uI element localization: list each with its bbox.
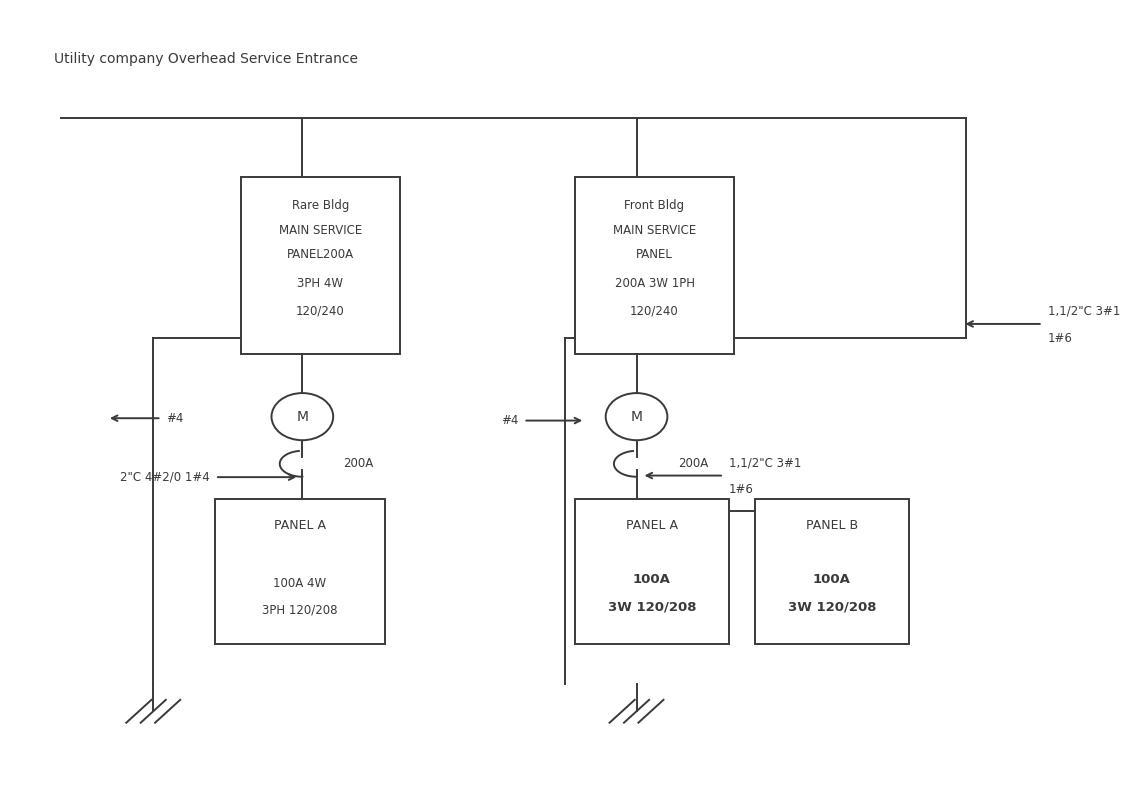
Text: PANEL A: PANEL A [626, 518, 678, 532]
Text: 200A: 200A [343, 457, 374, 470]
Text: 3PH 120/208: 3PH 120/208 [263, 603, 338, 616]
Text: #4: #4 [500, 414, 518, 427]
Bar [755, 499, 909, 645]
Text: 1#6: 1#6 [1048, 332, 1073, 345]
Text: 200A 3W 1PH: 200A 3W 1PH [615, 276, 695, 290]
Bar [215, 499, 385, 645]
Text: 1,1/2"C 3#1: 1,1/2"C 3#1 [729, 457, 801, 469]
Text: 2"C 4#2/0 1#4: 2"C 4#2/0 1#4 [120, 471, 210, 484]
Bar [574, 499, 729, 645]
Text: 1#6: 1#6 [729, 484, 754, 496]
Text: PANEL: PANEL [636, 249, 673, 261]
Text: 3W 120/208: 3W 120/208 [788, 600, 876, 613]
Text: MAIN SERVICE: MAIN SERVICE [613, 224, 696, 237]
Text: 100A: 100A [813, 572, 850, 586]
Text: Front Bldg: Front Bldg [625, 198, 684, 212]
Bar [240, 177, 401, 354]
Text: Rare Bldg: Rare Bldg [292, 198, 349, 212]
Text: PANEL200A: PANEL200A [287, 249, 353, 261]
Circle shape [606, 393, 668, 440]
Circle shape [272, 393, 333, 440]
Text: 120/240: 120/240 [296, 305, 344, 318]
Text: MAIN SERVICE: MAIN SERVICE [278, 224, 362, 237]
Text: 1,1/2"C 3#1: 1,1/2"C 3#1 [1048, 305, 1120, 318]
Text: 3W 120/208: 3W 120/208 [608, 600, 697, 613]
Text: M: M [296, 410, 309, 424]
Text: M: M [631, 410, 643, 424]
Text: PANEL B: PANEL B [806, 518, 858, 532]
Text: 120/240: 120/240 [631, 305, 679, 318]
Text: 200A: 200A [678, 457, 708, 470]
Text: 100A 4W: 100A 4W [274, 577, 327, 590]
Text: #4: #4 [166, 412, 183, 425]
Bar [574, 177, 734, 354]
Text: 3PH 4W: 3PH 4W [297, 276, 343, 290]
Text: 100A: 100A [633, 572, 671, 586]
Text: Utility company Overhead Service Entrance: Utility company Overhead Service Entranc… [54, 52, 358, 66]
Text: PANEL A: PANEL A [274, 518, 325, 532]
